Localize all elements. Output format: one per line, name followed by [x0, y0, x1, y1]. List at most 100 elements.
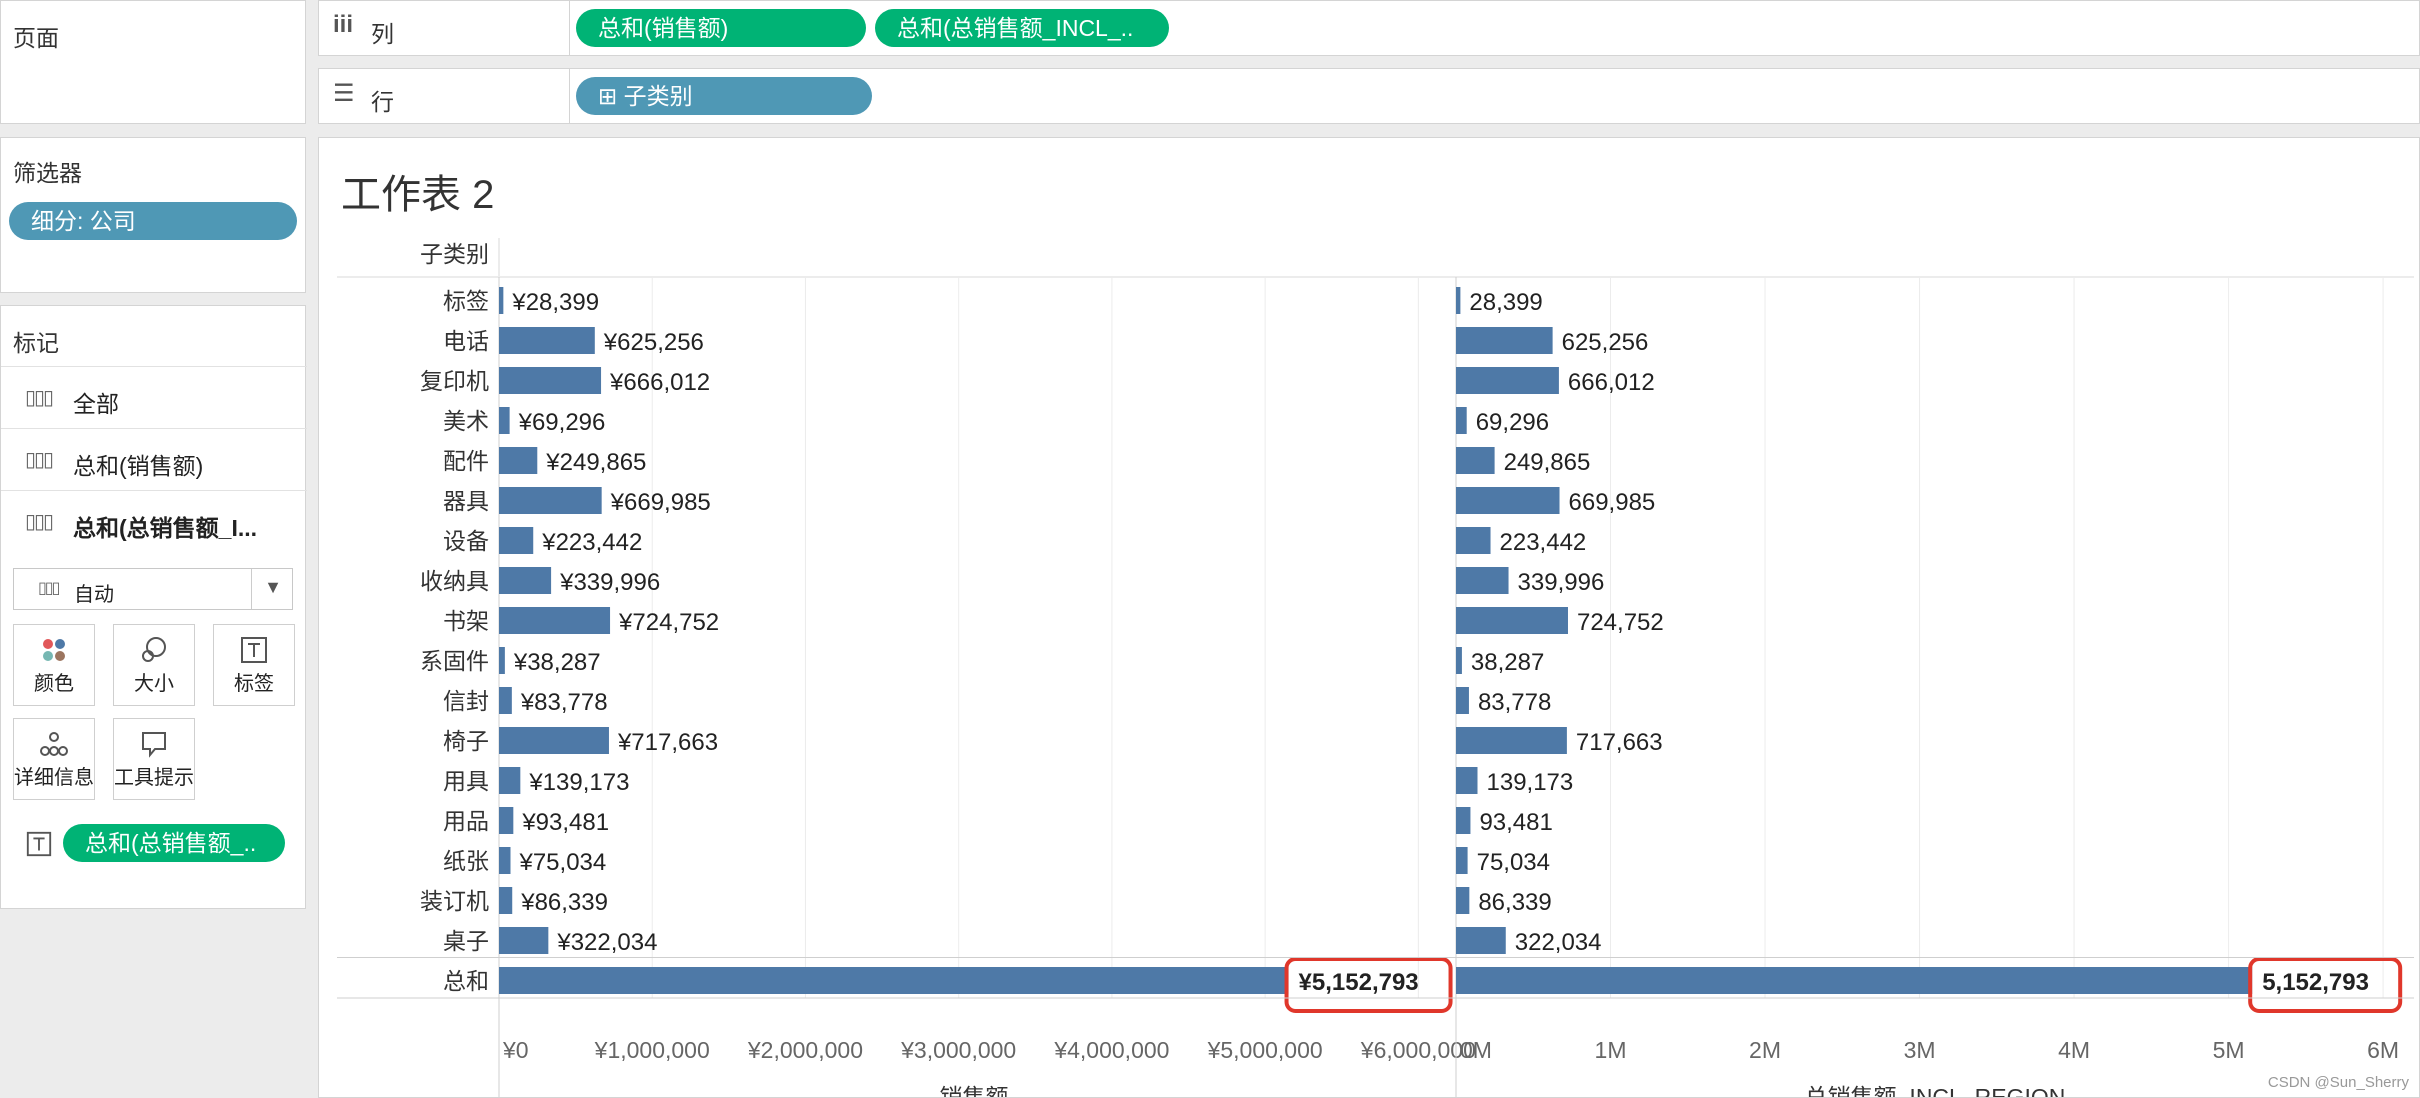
data-label: ¥666,012: [609, 369, 710, 396]
rows-shelf: ☰ 行 ⊞ 子类别: [318, 68, 2420, 124]
sheet-title: 工作表 2: [341, 173, 495, 217]
tick-label: ¥0: [502, 1037, 529, 1063]
category-label: 椅子: [443, 728, 489, 754]
dropdown-divider: [251, 569, 252, 609]
data-label: ¥322,034: [556, 929, 657, 956]
row-pill-subcategory[interactable]: ⊞ 子类别: [576, 77, 872, 115]
data-label: 69,296: [1476, 409, 1549, 436]
mark-type-dropdown[interactable]: ▯▯▯ 自动 ▼: [13, 568, 293, 610]
color-button[interactable]: 颜色: [13, 624, 95, 706]
pages-card: 页面: [0, 0, 306, 124]
category-label: 电话: [443, 328, 489, 354]
category-label: 总和: [443, 968, 489, 994]
size-icon: [114, 635, 194, 667]
tick-label: ¥2,000,000: [747, 1037, 863, 1063]
data-label: 666,012: [1568, 369, 1655, 396]
category-label: 桌子: [443, 928, 489, 954]
data-label: ¥717,663: [617, 729, 718, 756]
bar: [499, 567, 552, 594]
filter-pill-segment[interactable]: 细分: 公司: [9, 202, 297, 240]
data-label: ¥93,481: [521, 809, 609, 836]
highlight-box: [1284, 957, 1453, 1013]
category-label: 系固件: [420, 648, 489, 674]
tick-label: ¥5,000,000: [1207, 1037, 1323, 1063]
data-label: ¥223,442: [541, 529, 642, 556]
data-label: ¥69,296: [518, 409, 606, 436]
rows-icon: ☰: [333, 80, 355, 107]
row-header-label: 子类别: [420, 241, 489, 267]
category-label: 标签: [443, 288, 489, 314]
detail-button-label: 详细信息: [14, 767, 94, 789]
bar: [499, 327, 595, 354]
data-label: 75,034: [1477, 849, 1550, 876]
data-label: 223,442: [1500, 529, 1587, 556]
size-button-label: 大小: [134, 673, 174, 695]
bar: [499, 967, 1289, 994]
category-label: 用品: [443, 808, 489, 834]
marks-item-all[interactable]: ▯▯▯ 全部: [1, 366, 307, 428]
bar-chart-icon: ▯▯▯: [25, 511, 54, 533]
bar-chart-icon: ▯▯▯: [25, 387, 54, 409]
columns-shelf: iii 列 总和(销售额) 总和(总销售额_INCL_..: [318, 0, 2420, 56]
bar: [1456, 807, 1471, 834]
category-label: 复印机: [420, 368, 489, 394]
detail-button[interactable]: 详细信息: [13, 718, 95, 800]
column-pill-sales[interactable]: 总和(销售额): [576, 9, 866, 47]
category-label: 设备: [443, 528, 489, 554]
bar: [499, 767, 521, 794]
bar: [499, 287, 504, 314]
bar: [499, 647, 505, 674]
marks-item-label: 全部: [73, 391, 119, 417]
data-label: ¥75,034: [518, 849, 606, 876]
tick-label: 3M: [1904, 1037, 1936, 1063]
bar: [1456, 727, 1567, 754]
bar: [1456, 967, 2253, 994]
label-field-pill[interactable]: 总和(总销售额_..: [63, 824, 285, 862]
data-label: ¥339,996: [559, 569, 660, 596]
bar: [1456, 367, 1559, 394]
bar: [499, 367, 602, 394]
tooltip-button[interactable]: 工具提示: [113, 718, 195, 800]
rows-label: 行: [371, 89, 394, 115]
filters-card: 筛选器 细分: 公司: [0, 137, 306, 293]
label-button[interactable]: 标签: [213, 624, 295, 706]
column-pill-total-sales[interactable]: 总和(总销售额_INCL_..: [875, 9, 1169, 47]
data-label: 625,256: [1562, 329, 1649, 356]
worksheet-view: 工作表 2 子类别 ¥28,399 ¥625,256 ¥666,012 ¥69,296 ¥…: [318, 137, 2420, 1098]
bar: [1456, 487, 1560, 514]
category-label: 书架: [443, 608, 489, 634]
bar: [499, 487, 602, 514]
bar: [1456, 567, 1509, 594]
marks-item-sales[interactable]: ▯▯▯ 总和(销售额): [1, 428, 307, 490]
marks-card: 标记 ▯▯▯ 全部 ▯▯▯ 总和(销售额) ▯▯▯ 总和(总销售额_I... ▯…: [0, 305, 307, 909]
bar: [1456, 767, 1478, 794]
data-label: 322,034: [1515, 929, 1602, 956]
marks-title: 标记: [13, 330, 59, 356]
category-label: 配件: [443, 448, 489, 474]
data-label: 669,985: [1569, 489, 1656, 516]
columns-icon: iii: [333, 11, 354, 38]
data-label: ¥625,256: [603, 329, 704, 356]
marks-item-total-sales[interactable]: ▯▯▯ 总和(总销售额_I...: [1, 490, 307, 552]
chevron-down-icon: ▼: [264, 577, 282, 597]
data-label: ¥5,152,793: [1299, 969, 1419, 996]
tick-label: 1M: [1595, 1037, 1627, 1063]
data-label: 724,752: [1577, 609, 1664, 636]
size-button[interactable]: 大小: [113, 624, 195, 706]
data-label: ¥139,173: [528, 769, 629, 796]
data-label: 5,152,793: [2262, 969, 2369, 996]
data-label: ¥83,778: [520, 689, 608, 716]
bar: [1456, 407, 1467, 434]
data-label: 717,663: [1576, 729, 1663, 756]
category-label: 收纳具: [420, 568, 489, 594]
data-label: ¥724,752: [618, 609, 719, 636]
category-label: 装订机: [420, 888, 489, 914]
tick-label: 6M: [2367, 1037, 2399, 1063]
bar-chart: 子类别 ¥28,399¥625,256 ¥666,012¥69,296 ¥249,86…: [337, 238, 2414, 1097]
bar: [1456, 927, 1506, 954]
data-label: ¥669,985: [610, 489, 711, 516]
bar-chart-icon: ▯▯▯: [25, 449, 54, 471]
category-label: 纸张: [443, 848, 489, 874]
bar: [1456, 527, 1491, 554]
category-label: 美术: [443, 408, 489, 434]
